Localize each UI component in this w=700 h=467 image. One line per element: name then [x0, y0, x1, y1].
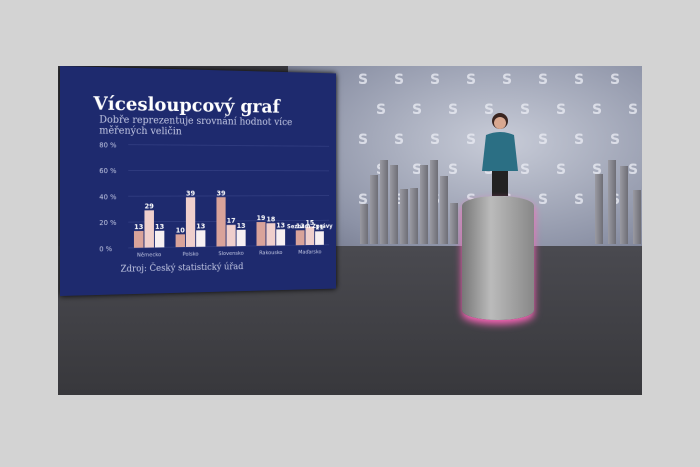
bar — [226, 224, 236, 247]
bar — [175, 234, 185, 248]
gridline — [128, 196, 329, 197]
logo-pattern-icon: S — [394, 192, 404, 208]
logo-pattern-icon: S — [538, 132, 549, 148]
logo-pattern-icon: S — [574, 132, 585, 148]
logo-pattern-icon: S — [466, 72, 477, 88]
bar — [266, 223, 276, 246]
wall-slat — [420, 164, 428, 244]
logo-pattern-icon: S — [358, 192, 369, 208]
data-label: 13 — [196, 222, 205, 230]
chart-title: Vícesloupcový graf — [93, 92, 280, 118]
logo-pattern-icon: S — [448, 162, 459, 178]
y-tick-label: 0 % — [99, 245, 112, 253]
wall-slat — [595, 174, 603, 244]
logo-pattern-icon: S — [394, 72, 405, 88]
data-label: 15 — [306, 219, 315, 227]
logo-pattern-icon: S — [556, 162, 567, 178]
bar — [144, 210, 154, 248]
bar — [185, 197, 196, 247]
logo-pattern-icon: S — [628, 162, 639, 178]
gridline — [128, 170, 329, 171]
category-label: Polsko — [183, 252, 200, 258]
logo-pattern-icon: S — [610, 72, 621, 88]
data-label: 39 — [217, 189, 226, 197]
bar — [154, 230, 165, 248]
bar — [196, 230, 206, 247]
logo-pattern-icon: S — [592, 102, 603, 118]
logo-pattern-icon: S — [574, 72, 585, 88]
data-label: 39 — [186, 190, 195, 198]
logo-pattern-icon: S — [520, 162, 531, 178]
wall-slat — [390, 165, 398, 244]
logo-pattern-icon: S — [430, 72, 441, 88]
data-label: 12 — [296, 223, 305, 231]
wall-slat — [430, 159, 438, 244]
y-tick-label: 60 % — [99, 167, 117, 175]
wall-slat — [607, 159, 616, 244]
logo-pattern-icon: S — [610, 132, 621, 148]
data-label: 13 — [276, 222, 285, 230]
data-label: 13 — [155, 223, 164, 231]
y-tick-label: 80 % — [99, 141, 117, 149]
wall-slat — [400, 188, 408, 244]
category-label: Slovensko — [218, 251, 244, 257]
studio-photo: SSSSSSSSSSSSSSSSSSSSSSSSSSSSSSSSSSSSSSSS… — [58, 66, 642, 395]
data-label: 17 — [227, 217, 236, 225]
bar — [133, 230, 144, 248]
wall-slat — [620, 165, 628, 244]
bar — [236, 229, 246, 247]
logo-pattern-icon: S — [358, 72, 369, 88]
data-label: 13 — [134, 223, 143, 231]
category-label: Německo — [137, 251, 162, 258]
logo-pattern-icon: S — [574, 192, 585, 208]
data-label: 10 — [176, 226, 185, 234]
wall-slat — [440, 175, 448, 244]
y-tick-label: 40 % — [99, 193, 117, 201]
wall-slat — [410, 188, 418, 244]
logo-pattern-icon: S — [412, 102, 423, 118]
wall-slat — [632, 189, 641, 244]
logo-pattern-icon: S — [412, 162, 423, 178]
logo-pattern-icon: S — [538, 192, 549, 208]
wall-slat — [450, 203, 458, 244]
logo-pattern-icon: S — [502, 72, 513, 88]
data-label: 29 — [145, 202, 154, 210]
presenter — [482, 113, 518, 196]
logo-pattern-icon: S — [466, 132, 477, 148]
data-label: 19 — [257, 214, 266, 222]
bar — [216, 197, 226, 247]
logo-pattern-icon: S — [520, 102, 531, 118]
category-label: Rakousko — [259, 250, 283, 256]
wall-slat — [360, 204, 368, 244]
chart-screen: Vícesloupcový graf Dobře reprezentuje sr… — [60, 66, 337, 296]
logo-pattern-icon: S — [394, 132, 405, 148]
logo-pattern-icon: S — [628, 102, 639, 118]
data-label: 11 — [315, 224, 324, 232]
data-label: 18 — [267, 216, 276, 224]
gridline — [128, 145, 329, 147]
data-label: 13 — [237, 222, 246, 230]
logo-pattern-icon: S — [448, 102, 459, 118]
category-label: Maďarsko — [298, 250, 322, 256]
wall-slat — [380, 159, 388, 244]
logo-pattern-icon: S — [538, 72, 549, 88]
logo-pattern-icon: S — [376, 102, 387, 118]
bar — [276, 229, 286, 246]
brand-label: Seznam Zprávy — [286, 223, 333, 231]
podium — [462, 196, 534, 320]
logo-pattern-icon: S — [484, 102, 495, 118]
bar — [256, 221, 266, 246]
logo-pattern-icon: S — [430, 132, 441, 148]
chart-source: Zdroj: Český statistický úřad — [120, 262, 244, 275]
bar-chart: 0 % 20 % 40 % 60 % 80 % 13 29 13 Německo 10 39 13 Po… — [99, 141, 329, 259]
y-tick-label: 20 % — [99, 219, 117, 227]
bar — [315, 231, 324, 245]
logo-pattern-icon: S — [358, 132, 369, 148]
logo-pattern-icon: S — [556, 102, 567, 118]
bar — [295, 230, 305, 246]
wall-slat — [370, 175, 378, 244]
logo-pattern-icon: S — [592, 162, 603, 178]
